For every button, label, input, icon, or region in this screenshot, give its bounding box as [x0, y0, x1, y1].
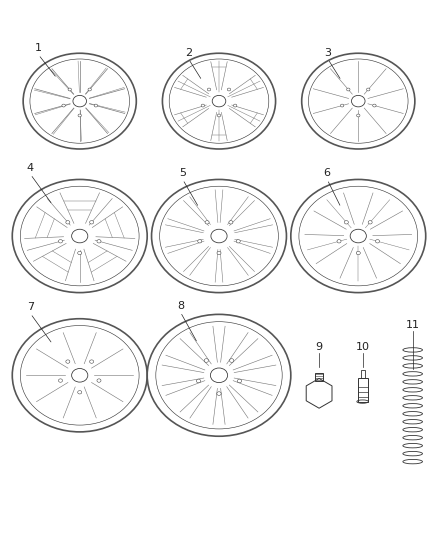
- Ellipse shape: [230, 359, 234, 362]
- Ellipse shape: [97, 239, 101, 243]
- Ellipse shape: [356, 252, 360, 255]
- Ellipse shape: [73, 95, 87, 107]
- Ellipse shape: [94, 104, 98, 107]
- Ellipse shape: [207, 88, 211, 91]
- Ellipse shape: [233, 104, 237, 107]
- Ellipse shape: [351, 95, 365, 107]
- Text: 11: 11: [406, 320, 420, 329]
- Ellipse shape: [211, 229, 227, 243]
- Ellipse shape: [58, 379, 63, 382]
- Ellipse shape: [236, 239, 240, 243]
- Ellipse shape: [217, 252, 221, 255]
- Ellipse shape: [227, 88, 231, 91]
- Ellipse shape: [217, 114, 221, 117]
- Ellipse shape: [201, 104, 205, 107]
- Ellipse shape: [210, 368, 228, 383]
- Bar: [315, 373, 323, 381]
- Ellipse shape: [367, 88, 370, 91]
- Text: 6: 6: [324, 168, 331, 178]
- Text: 5: 5: [179, 168, 186, 178]
- Ellipse shape: [97, 379, 101, 382]
- Ellipse shape: [90, 360, 94, 364]
- Ellipse shape: [66, 360, 70, 364]
- Text: 1: 1: [35, 43, 42, 53]
- Bar: [360, 370, 364, 378]
- Ellipse shape: [375, 239, 380, 243]
- Ellipse shape: [78, 252, 82, 255]
- Ellipse shape: [337, 239, 341, 243]
- Ellipse shape: [350, 229, 366, 243]
- Bar: [358, 378, 367, 401]
- Ellipse shape: [204, 359, 208, 362]
- Text: 9: 9: [315, 342, 323, 352]
- Text: 7: 7: [27, 302, 34, 312]
- Ellipse shape: [237, 379, 242, 383]
- Ellipse shape: [196, 379, 201, 383]
- Ellipse shape: [58, 239, 63, 243]
- Ellipse shape: [346, 88, 350, 91]
- Ellipse shape: [62, 104, 65, 107]
- Ellipse shape: [212, 95, 226, 107]
- Ellipse shape: [78, 114, 81, 117]
- Ellipse shape: [344, 221, 348, 224]
- Ellipse shape: [66, 221, 70, 224]
- Text: 10: 10: [356, 342, 370, 352]
- Ellipse shape: [217, 392, 221, 395]
- Text: 4: 4: [27, 163, 34, 173]
- Ellipse shape: [78, 391, 82, 394]
- Ellipse shape: [88, 88, 92, 91]
- Ellipse shape: [72, 368, 88, 382]
- Text: 2: 2: [185, 47, 192, 58]
- Text: 3: 3: [324, 47, 331, 58]
- Ellipse shape: [90, 221, 94, 224]
- Ellipse shape: [205, 221, 209, 224]
- Ellipse shape: [373, 104, 376, 107]
- Text: 8: 8: [177, 301, 184, 311]
- Ellipse shape: [198, 239, 202, 243]
- Ellipse shape: [68, 88, 71, 91]
- Ellipse shape: [229, 221, 233, 224]
- Ellipse shape: [368, 221, 372, 224]
- Ellipse shape: [357, 114, 360, 117]
- Ellipse shape: [72, 229, 88, 243]
- Ellipse shape: [340, 104, 344, 107]
